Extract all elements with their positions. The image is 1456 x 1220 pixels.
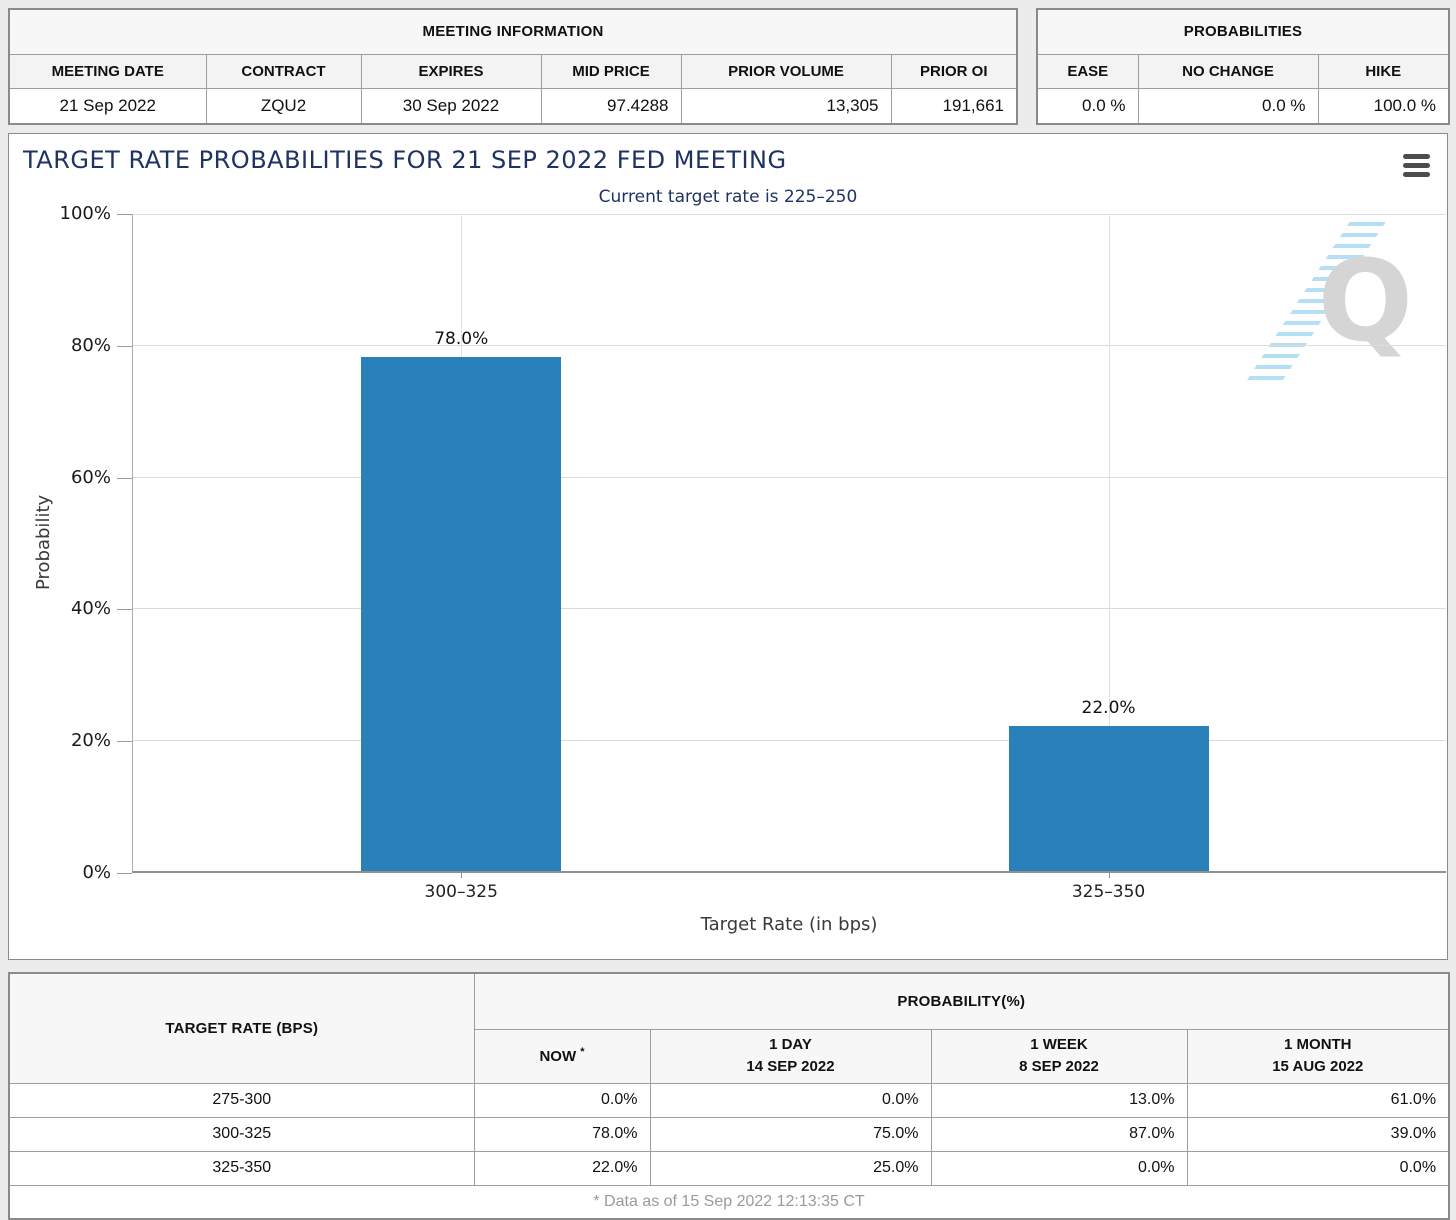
- month-probability-cell: 39.0%: [1186, 1116, 1450, 1152]
- day-probability-cell: 25.0%: [649, 1150, 932, 1186]
- week-probability-cell: 87.0%: [930, 1116, 1188, 1152]
- now-probability-cell: 0.0%: [473, 1082, 651, 1118]
- data-as-of-footnote: * Data as of 15 Sep 2022 12:13:35 CT: [8, 1184, 1450, 1220]
- y-gridline: [133, 739, 1446, 741]
- now-probability-cell: 22.0%: [473, 1150, 651, 1186]
- y-tick-mark: [117, 214, 132, 215]
- now-column-header: NOW *: [473, 1028, 651, 1084]
- x-tick-mark: [461, 871, 463, 878]
- x-tick-mark: [1108, 871, 1110, 878]
- y-gridline: [133, 608, 1446, 610]
- chart-subtitle: Current target rate is 225–250: [598, 187, 858, 207]
- day-probability-cell: 75.0%: [649, 1116, 932, 1152]
- chart-title: TARGET RATE PROBABILITIES FOR 21 SEP 202…: [23, 146, 787, 174]
- x-tick-label: 325–350: [1071, 882, 1146, 902]
- y-tick-label: 40%: [70, 598, 111, 620]
- contract-value: ZQU2: [205, 87, 362, 125]
- hike-value: 100.0 %: [1317, 87, 1450, 125]
- prior-oi-header: PRIOR OI: [890, 53, 1018, 89]
- one-day-column-header: 1 DAY 14 SEP 2022: [649, 1028, 932, 1084]
- day-probability-cell: 0.0%: [649, 1082, 932, 1118]
- now-probability-cell: 78.0%: [473, 1116, 651, 1152]
- y-tick-mark: [117, 741, 132, 743]
- table-row: 325-350 22.0% 25.0% 0.0% 0.0%: [8, 1150, 1450, 1186]
- y-tick-label: 20%: [70, 730, 111, 752]
- bar-value-label: 78.0%: [434, 328, 489, 349]
- ease-value: 0.0 %: [1036, 87, 1139, 125]
- probability-pct-header: PROBABILITY(%): [473, 972, 1450, 1030]
- x-axis-title: Target Rate (in bps): [700, 914, 878, 935]
- table-row: 300-325 78.0% 75.0% 87.0% 39.0%: [8, 1116, 1450, 1152]
- meeting-information-title: MEETING INFORMATION: [8, 8, 1018, 55]
- meeting-date-value: 21 Sep 2022: [8, 87, 207, 125]
- x-tick-label: 300–325: [424, 882, 498, 902]
- x-gridline: [1108, 214, 1110, 871]
- one-week-column-header: 1 WEEK 8 SEP 2022: [930, 1028, 1188, 1084]
- probability-bar[interactable]: [361, 356, 562, 871]
- target-rate-chart-panel: TARGET RATE PROBABILITIES FOR 21 SEP 202…: [8, 133, 1448, 960]
- week-probability-cell: 0.0%: [930, 1150, 1188, 1186]
- bar-value-label: 22.0%: [1081, 698, 1136, 719]
- month-probability-cell: 0.0%: [1186, 1150, 1450, 1186]
- ease-header: EASE: [1036, 53, 1139, 89]
- no-change-header: NO CHANGE: [1137, 53, 1319, 89]
- no-change-value: 0.0 %: [1137, 87, 1319, 125]
- hike-header: HIKE: [1317, 53, 1450, 89]
- contract-header: CONTRACT: [205, 53, 362, 89]
- y-gridline: [133, 214, 1446, 215]
- y-gridline: [133, 476, 1446, 478]
- one-month-column-header: 1 MONTH 15 AUG 2022: [1186, 1028, 1450, 1084]
- prior-volume-value: 13,305: [680, 87, 892, 125]
- prior-volume-header: PRIOR VOLUME: [680, 53, 892, 89]
- hamburger-menu-icon[interactable]: [1403, 154, 1431, 178]
- probabilities-table: PROBABILITIES EASE NO CHANGE HIKE 0.0 % …: [1036, 8, 1451, 125]
- meeting-information-table: MEETING INFORMATION MEETING DATE CONTRAC…: [8, 8, 1019, 125]
- week-probability-cell: 13.0%: [930, 1082, 1188, 1118]
- rate-range-cell: 300-325: [8, 1116, 475, 1152]
- y-tick-label: 60%: [70, 466, 111, 488]
- y-tick-label: 80%: [70, 334, 111, 356]
- mid-price-header: MID PRICE: [540, 53, 682, 89]
- expires-header: EXPIRES: [360, 53, 542, 89]
- expires-value: 30 Sep 2022: [360, 87, 542, 125]
- y-gridline: [133, 345, 1446, 347]
- rate-range-cell: 325-350: [8, 1150, 475, 1186]
- probabilities-title: PROBABILITIES: [1036, 8, 1450, 55]
- rate-range-cell: 275-300: [8, 1082, 475, 1118]
- y-tick-label: 100%: [59, 203, 111, 224]
- probability-history-table: TARGET RATE (BPS) PROBABILITY(%) NOW * 1…: [8, 972, 1451, 1220]
- y-tick-mark: [117, 873, 132, 874]
- meeting-date-header: MEETING DATE: [8, 53, 207, 89]
- y-tick-mark: [117, 609, 132, 611]
- y-tick-mark: [117, 345, 132, 347]
- prior-oi-value: 191,661: [890, 87, 1018, 125]
- probability-bar[interactable]: [1008, 726, 1209, 871]
- target-rate-bps-header: TARGET RATE (BPS): [8, 972, 475, 1084]
- y-axis-title: Probability: [33, 494, 54, 590]
- y-tick-label: 0%: [82, 862, 111, 883]
- now-asterisk: *: [580, 1045, 585, 1058]
- y-tick-mark: [117, 477, 132, 479]
- month-probability-cell: 61.0%: [1186, 1082, 1450, 1118]
- table-row: 275-300 0.0% 0.0% 13.0% 61.0%: [8, 1082, 1450, 1118]
- mid-price-value: 97.4288: [540, 87, 682, 125]
- plot-area: 78.0% 300–325 22.0% 325–350: [132, 214, 1446, 902]
